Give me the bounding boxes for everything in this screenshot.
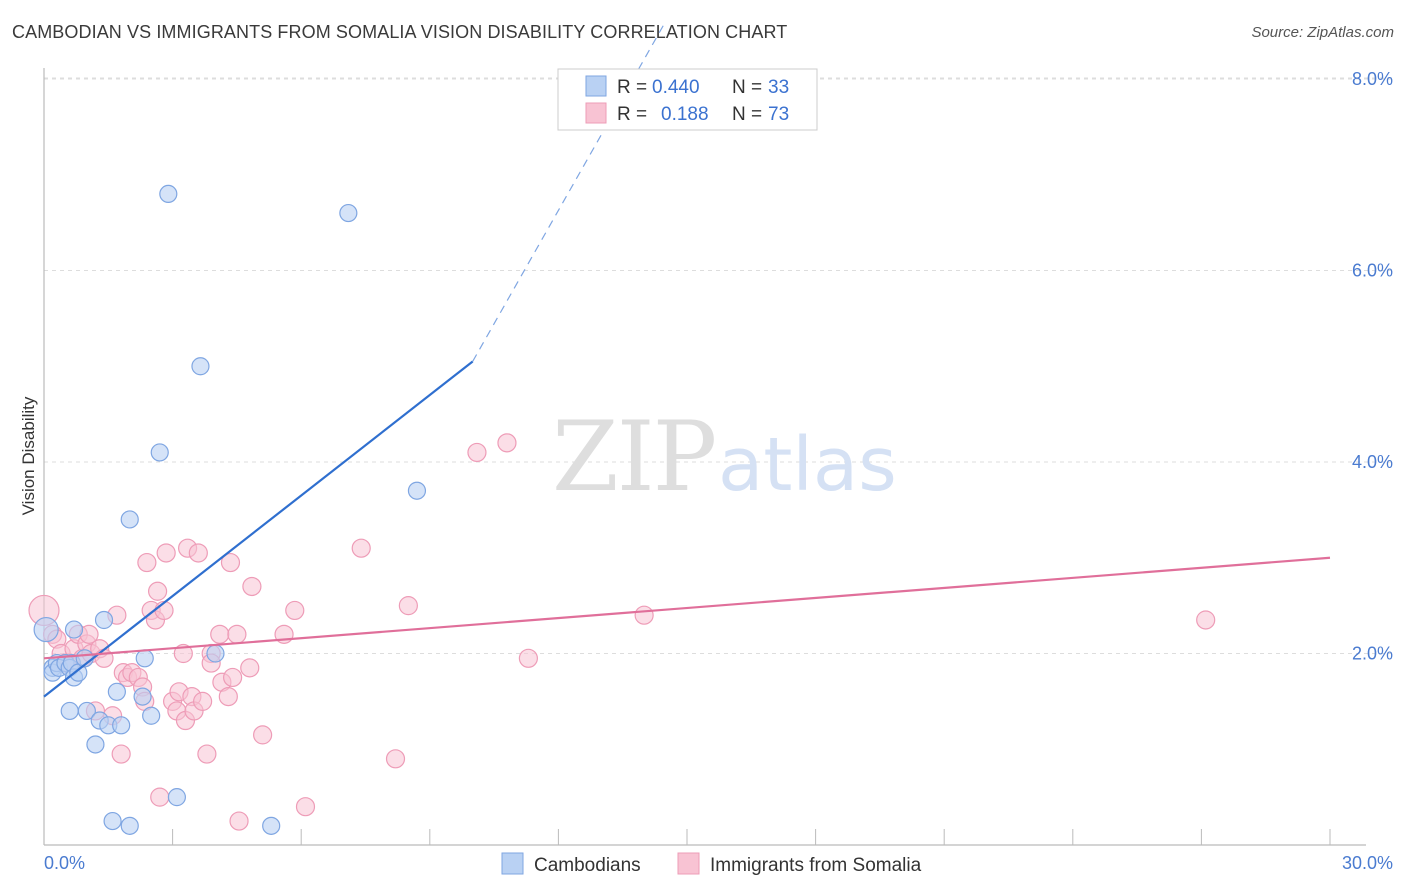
y-tick-label-8: 8.0% bbox=[1352, 69, 1393, 89]
cambodian-point bbox=[86, 735, 105, 754]
axes bbox=[43, 68, 1366, 846]
watermark-atlas: atlas bbox=[718, 422, 897, 508]
y-tick-label-2: 2.0% bbox=[1352, 644, 1393, 664]
series-legend-swatch-somalia bbox=[677, 852, 700, 875]
legend-n-value-cambodians: 33 bbox=[768, 77, 789, 98]
cambodian-point bbox=[120, 816, 139, 835]
somalia-point bbox=[150, 787, 170, 807]
cambodian-points bbox=[33, 184, 427, 835]
legend-n-label-cambodians: N = bbox=[732, 77, 767, 98]
somalia-point bbox=[497, 433, 517, 453]
cambodian-point bbox=[112, 716, 131, 735]
cambodian-point bbox=[60, 701, 79, 721]
somalia-point bbox=[385, 749, 406, 769]
legend-r-label-cambodians: R = bbox=[617, 77, 652, 98]
cambodian-point bbox=[159, 184, 178, 203]
somalia-point bbox=[188, 543, 208, 563]
somalia-point bbox=[193, 691, 213, 711]
source-label: Source: ZipAtlas.com bbox=[1251, 24, 1394, 41]
series-legend: Cambodians Immigrants from Somalia bbox=[501, 852, 922, 876]
grid-lines bbox=[44, 77, 1393, 654]
cambodian-point bbox=[94, 610, 114, 630]
correlation-legend: R = 0.440 N = 33 R = 0.188 N = 73 bbox=[557, 68, 818, 131]
legend-r-label-somalia: R = bbox=[617, 104, 652, 125]
cambodian-point bbox=[262, 816, 281, 835]
chart-title: CAMBODIAN VS IMMIGRANTS FROM SOMALIA VIS… bbox=[12, 22, 788, 42]
somalia-point bbox=[518, 648, 538, 668]
somalia-point bbox=[634, 605, 654, 625]
legend-swatch-cambodians bbox=[585, 75, 607, 97]
somalia-point bbox=[240, 658, 260, 678]
watermark-zip: ZIP bbox=[552, 401, 715, 513]
cambodian-point bbox=[206, 644, 225, 663]
series-legend-swatch-cambodians bbox=[501, 852, 524, 875]
somalia-point bbox=[229, 811, 249, 831]
cambodian-point bbox=[64, 620, 84, 639]
somalia-point bbox=[156, 543, 176, 563]
y-tick-labels: 2.0% 4.0% 6.0% 8.0% bbox=[1352, 69, 1393, 664]
somalia-point bbox=[111, 744, 131, 764]
somalia-point bbox=[223, 667, 243, 688]
series-legend-label-somalia: Immigrants from Somalia bbox=[710, 855, 922, 876]
x-tick-label-min: 0.0% bbox=[44, 853, 85, 873]
cambodian-point bbox=[107, 682, 126, 701]
cambodian-point bbox=[77, 701, 96, 721]
y-tick-label-6: 6.0% bbox=[1352, 261, 1393, 281]
somalia-point bbox=[94, 648, 114, 668]
cambodian-point bbox=[135, 649, 154, 668]
cambodian-point bbox=[150, 443, 169, 462]
somalia-point bbox=[220, 552, 241, 573]
x-tick-label-max: 30.0% bbox=[1342, 853, 1393, 873]
y-axis-label: Vision Disability bbox=[19, 396, 38, 515]
cambodian-point bbox=[133, 687, 152, 706]
somalia-point bbox=[137, 552, 157, 573]
somalia-point bbox=[242, 576, 262, 597]
legend-r-value-somalia: 0.188 bbox=[661, 104, 709, 125]
somalia-point bbox=[147, 581, 168, 601]
cambodian-point bbox=[167, 788, 186, 807]
somalia-point bbox=[285, 600, 305, 621]
somalia-point bbox=[295, 797, 316, 817]
legend-n-value-somalia: 73 bbox=[768, 104, 789, 125]
cambodian-point bbox=[407, 481, 427, 500]
legend-n-label-somalia: N = bbox=[732, 104, 767, 125]
x-ticks bbox=[43, 829, 1331, 845]
legend-r-value-cambodians: 0.440 bbox=[652, 77, 700, 98]
cambodian-trend-line bbox=[43, 360, 474, 698]
y-tick-label-4: 4.0% bbox=[1352, 452, 1393, 472]
cambodian-point bbox=[120, 510, 139, 529]
somalia-point bbox=[1196, 610, 1216, 630]
somalia-point bbox=[210, 624, 230, 644]
somalia-point bbox=[398, 596, 418, 616]
cambodian-point bbox=[191, 357, 210, 376]
series-legend-label-cambodians: Cambodians bbox=[534, 855, 641, 876]
somalia-trend-line bbox=[43, 556, 1331, 660]
cambodian-point bbox=[33, 616, 59, 643]
somalia-point bbox=[173, 643, 193, 664]
cambodian-point bbox=[339, 203, 358, 223]
somalia-point bbox=[218, 686, 238, 707]
somalia-point bbox=[253, 725, 273, 745]
somalia-point bbox=[351, 538, 371, 558]
cambodian-point bbox=[142, 706, 161, 725]
somalia-point bbox=[227, 624, 247, 644]
somalia-point bbox=[197, 744, 217, 764]
legend-swatch-somalia bbox=[585, 102, 607, 124]
cambodian-point bbox=[103, 811, 122, 831]
somalia-point bbox=[467, 442, 487, 463]
